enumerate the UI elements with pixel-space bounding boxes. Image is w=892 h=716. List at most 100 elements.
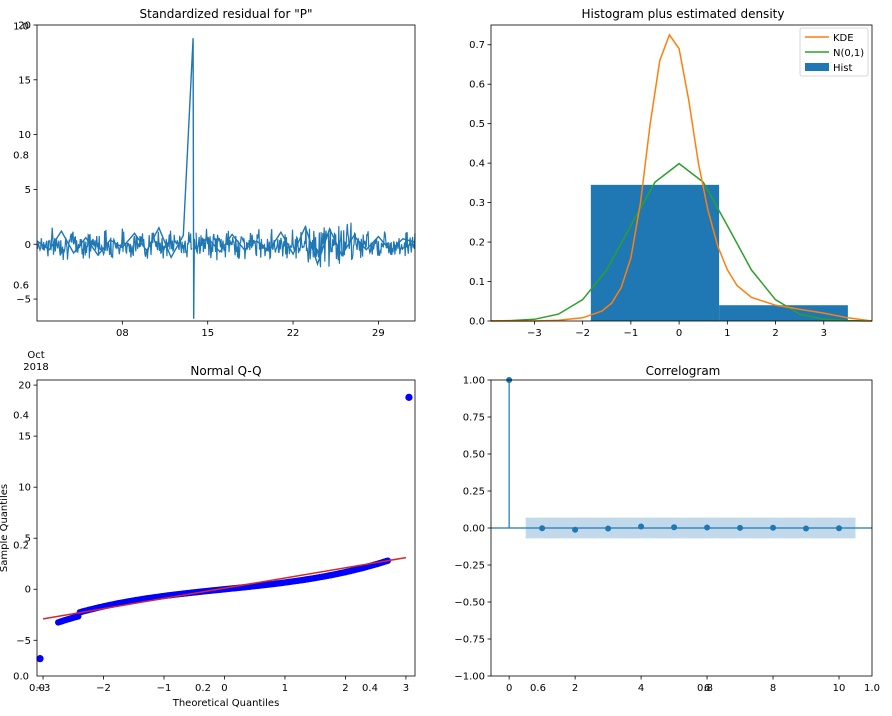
correlogram-marker [572, 526, 579, 533]
correlogram-marker [803, 525, 810, 532]
qq-ytick-label: 0 [25, 585, 31, 596]
legend-hist-swatch [805, 63, 829, 71]
ghost-ytick-label: 0.0 [13, 672, 29, 683]
correlogram-ytick-label: −0.75 [454, 635, 485, 646]
qq-xtick-label: −2 [96, 683, 111, 694]
correlogram-ytick-label: 0.50 [463, 450, 485, 461]
correlogram-ytick-label: 0.00 [463, 524, 485, 535]
ghost-ytick-label: 0.8 [13, 151, 29, 162]
histogram-ytick-label: 0.2 [469, 238, 485, 249]
residual-ytick-label: 0 [25, 240, 31, 251]
correlogram-ytick-label: −0.25 [454, 561, 485, 572]
residual-ytick-label: 20 [18, 21, 31, 32]
legend-normal-label: N(0,1) [833, 48, 864, 59]
qq-xtick-label: 3 [403, 683, 409, 694]
histogram-ytick-label: 0.6 [469, 80, 485, 91]
ghost-ytick-label: 0.2 [13, 541, 29, 552]
correlogram-xtick-label: 6 [704, 683, 710, 694]
histogram-ytick-label: 0.7 [469, 40, 485, 51]
residual-title: Standardized residual for "P" [140, 7, 313, 21]
correlogram-ticks: 0 2 4 6 8 10 1.00 0.75 0.50 0.25 0.00 −0.25 −0.50 −0.… [454, 376, 845, 695]
qq-ytick-label: 10 [18, 483, 31, 494]
qq-xtick-label: −1 [157, 683, 172, 694]
histogram-xtick-label: 0 [676, 328, 682, 339]
correlogram-xtick-label: 8 [770, 683, 776, 694]
histogram-bin [719, 305, 848, 321]
residual-noise-line [36, 222, 416, 268]
histogram-kde-curve [491, 33, 873, 322]
qq-panel: Normal Q-Q −3 −2 −1 0 1 2 3 20 15 10 5 0 −5 Theoreti… [0, 364, 416, 709]
qq-ylabel: Sample Quantiles [0, 484, 10, 572]
correlogram-frame [490, 379, 873, 677]
histogram-legend: KDE N(0,1) Hist [799, 27, 869, 77]
qq-outlier-point [36, 655, 44, 663]
residual-xtick-label: 08 [116, 328, 129, 339]
correlogram-marker [605, 525, 612, 532]
residual-xtick-label: 15 [201, 328, 214, 339]
qq-ytick-label: 15 [18, 432, 31, 443]
residual-xtick-label: 29 [372, 328, 385, 339]
qq-ytick-label: 20 [18, 381, 31, 392]
histogram-xtick-label: 3 [821, 328, 827, 339]
correlogram-marker [539, 525, 546, 532]
correlogram-ytick-label: 1.00 [463, 376, 485, 387]
residual-ytick-label: −5 [16, 295, 31, 306]
correlogram-marker [671, 524, 678, 531]
histogram-xtick-label: −3 [527, 328, 542, 339]
legend-kde-label: KDE [833, 33, 854, 44]
histogram-xtick-label: −1 [623, 328, 638, 339]
ghost-xtick-label: 0.6 [530, 683, 546, 694]
histogram-ytick-label: 0.5 [469, 119, 485, 130]
legend-hist-label: Hist [833, 63, 853, 74]
residual-x-start-year: 2018 [23, 362, 48, 373]
qq-fit-line [42, 556, 407, 620]
histogram-ticks: −3 −2 −1 0 1 2 3 0.0 0.1 0.2 0.3 0.4 0.5 0.6 0.7 [469, 40, 827, 339]
histogram-normal-curve [490, 162, 873, 322]
histogram-ytick-label: 0.4 [469, 159, 485, 170]
residual-ticks: 08 15 22 29 20 15 10 5 0 −5 [16, 21, 385, 340]
ghost-ytick-label: 1.0 [13, 22, 29, 33]
residual-ytick-label: 5 [25, 185, 31, 196]
qq-xtick-label: 2 [342, 683, 348, 694]
qq-xtick-label: 1 [282, 683, 288, 694]
residual-noise [36, 222, 416, 268]
ghost-xtick-label: 1.0 [864, 683, 880, 694]
histogram-title: Histogram plus estimated density [582, 7, 785, 21]
correlogram-marker [770, 524, 777, 531]
residual-ytick-label: 10 [18, 130, 31, 141]
residual-x-start-month: Oct [27, 350, 44, 361]
correlogram-ytick-label: 0.25 [463, 487, 485, 498]
residual-ytick-label: 15 [18, 75, 31, 86]
histogram-ytick-label: 0.3 [469, 198, 485, 209]
qq-ticks: −3 −2 −1 0 1 2 3 20 15 10 5 0 −5 [16, 381, 409, 694]
ghost-ytick-label: 0.4 [13, 411, 29, 422]
qq-outlier-point [405, 393, 413, 401]
qq-xtick-label: −3 [36, 683, 51, 694]
qq-title: Normal Q-Q [190, 364, 261, 378]
ghost-xtick-label: 0.0 [29, 683, 45, 694]
qq-ytick-label: 5 [25, 534, 31, 545]
qq-ytick-label: −5 [16, 636, 31, 647]
correlogram-ytick-label: −1.00 [454, 672, 485, 683]
histogram-ytick-label: 0.1 [469, 277, 485, 288]
correlogram-title: Correlogram [646, 364, 721, 378]
histogram-bin [590, 184, 720, 321]
residual-frame [36, 24, 416, 322]
histogram-frame [490, 24, 873, 322]
correlogram-marker [836, 525, 843, 532]
correlogram-xtick-label: 2 [572, 683, 578, 694]
qq-frame [36, 379, 416, 677]
correlogram-marker [704, 524, 711, 531]
histogram-xtick-label: 2 [772, 328, 778, 339]
histogram-xtick-label: 1 [724, 328, 730, 339]
background-axes: 1.00.80.60.40.20.00.0 0.2 0.4 0.6 0.8 1.0 [13, 22, 880, 695]
correlogram-marker [737, 524, 744, 531]
correlogram-ytick-label: 0.75 [463, 413, 485, 424]
histogram-ytick-label: 0.0 [469, 317, 485, 328]
correlogram-panel: Correlogram 0 2 4 6 8 10 1.00 0.75 0.50 0.25 0.00 −… [454, 364, 873, 695]
correlogram-xtick-label: 4 [638, 683, 644, 694]
histogram-panel: Histogram plus estimated density −3 −2 −1 0… [469, 7, 873, 339]
histogram-xtick-label: −2 [575, 328, 590, 339]
correlogram-xtick-label: 0 [506, 683, 512, 694]
